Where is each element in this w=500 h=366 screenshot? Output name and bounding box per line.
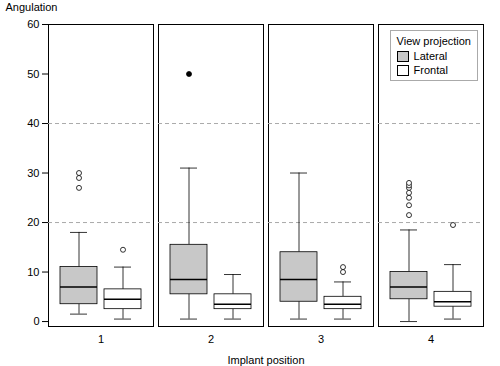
html-text:Lateral: Lateral bbox=[413, 50, 448, 62]
svg-text:20: 20 bbox=[27, 216, 39, 228]
svg-text:10: 10 bbox=[27, 266, 39, 278]
svg-text:2: 2 bbox=[208, 333, 214, 345]
svg-text:Angulation: Angulation bbox=[6, 1, 58, 13]
svg-text:60: 60 bbox=[27, 18, 39, 30]
html-text:View projection: View projection bbox=[396, 35, 471, 47]
svg-text:Implant position: Implant position bbox=[227, 354, 304, 366]
svg-text:0: 0 bbox=[33, 315, 39, 327]
svg-text:1: 1 bbox=[98, 333, 104, 345]
svg-text:40: 40 bbox=[27, 117, 39, 129]
html-text:Frontal: Frontal bbox=[413, 64, 448, 76]
svg-text:4: 4 bbox=[428, 333, 434, 345]
svg-text:30: 30 bbox=[27, 167, 39, 179]
svg-text:3: 3 bbox=[318, 333, 324, 345]
svg-text:50: 50 bbox=[27, 68, 39, 80]
